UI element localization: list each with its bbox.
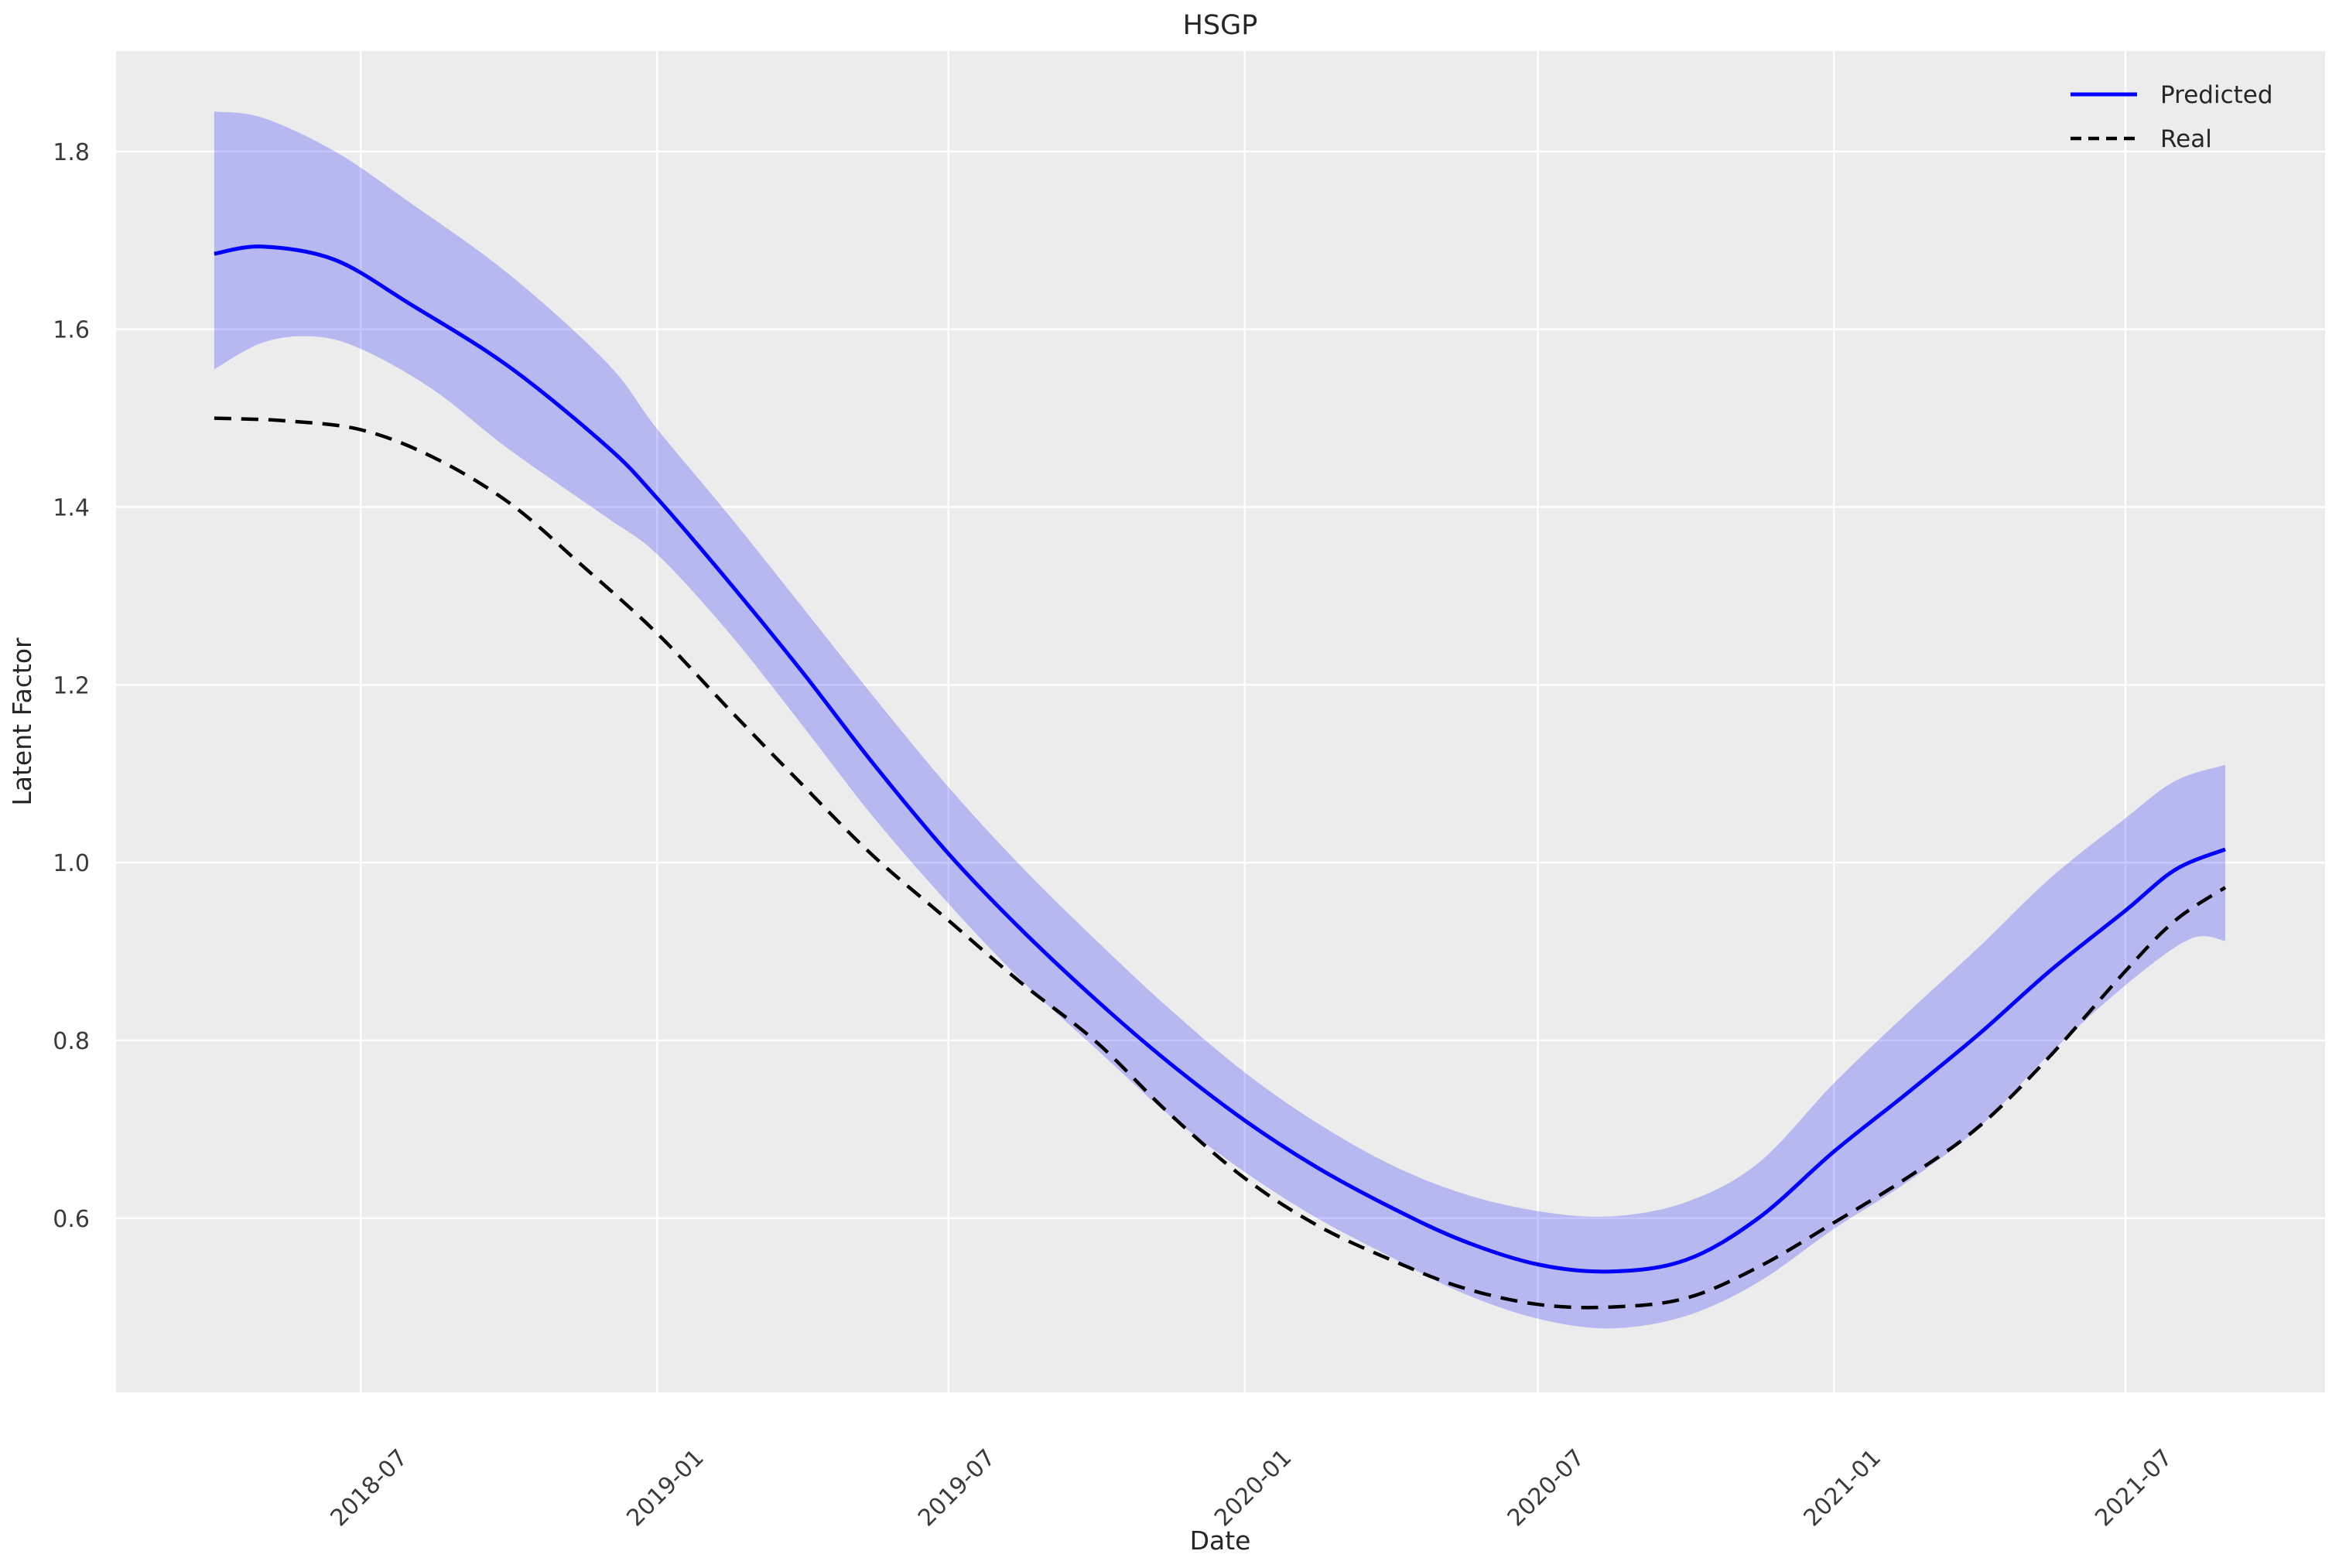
- y-tick-label: 1.8: [53, 139, 90, 166]
- y-tick-label: 1.0: [53, 850, 90, 877]
- y-tick-label: 1.4: [53, 494, 90, 521]
- gridlines: [116, 51, 2325, 1392]
- y-tick-label: 0.6: [53, 1206, 90, 1233]
- x-axis-label: Date: [1190, 1525, 1251, 1556]
- y-tick-label: 1.6: [53, 317, 90, 344]
- y-tick-label: 1.2: [53, 672, 90, 699]
- legend-predicted-label: Predicted: [2160, 81, 2273, 109]
- predicted-line: [214, 244, 2226, 1274]
- legend-real-label: Real: [2160, 125, 2212, 153]
- plot-background: [116, 51, 2325, 1392]
- confidence-band: [214, 111, 2226, 1329]
- y-axis-label: Latent Factor: [7, 637, 37, 806]
- chart-title: HSGP: [1183, 10, 1258, 41]
- y-tick-label: 0.8: [53, 1028, 90, 1055]
- series-lines: [214, 244, 2227, 1310]
- real-line: [214, 416, 2227, 1310]
- legend: Predicted Real: [2071, 81, 2273, 153]
- predicted-confidence-band: [214, 111, 2226, 1329]
